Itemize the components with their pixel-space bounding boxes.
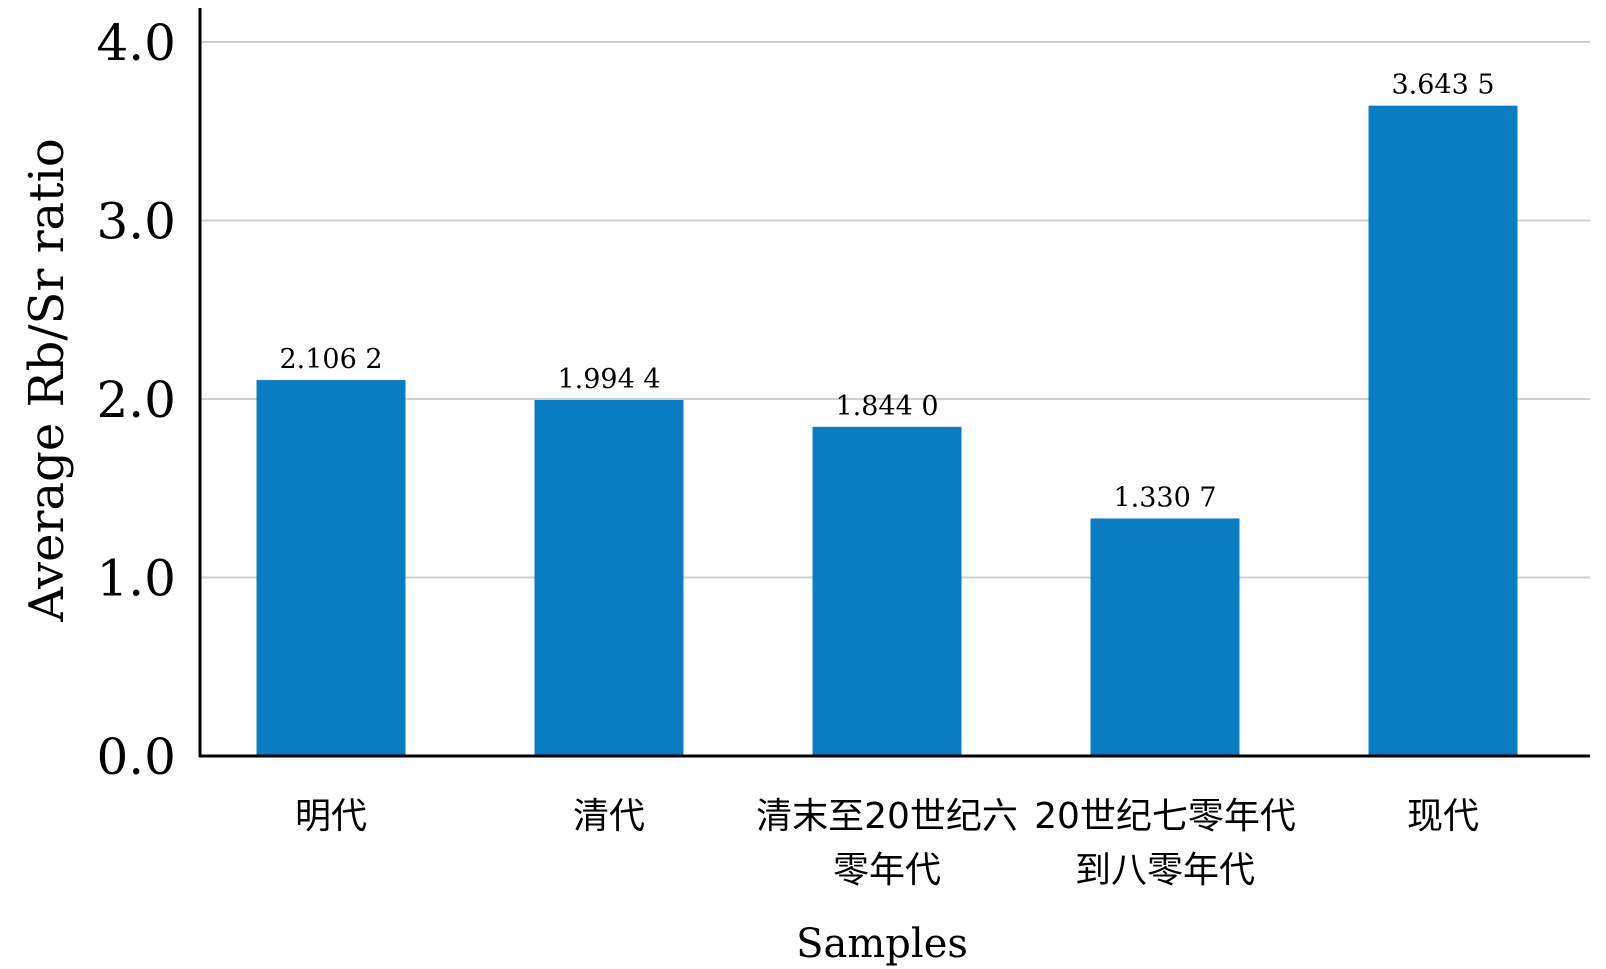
- bar: [256, 380, 406, 756]
- y-tick-label: 2.0: [96, 371, 176, 429]
- x-axis-title: Samples: [796, 921, 968, 967]
- bar-value-label: 1.844 0: [835, 391, 938, 422]
- x-category-label: 20世纪七零年代: [1034, 796, 1296, 837]
- y-tick-label: 0.0: [96, 728, 176, 786]
- y-tick-labels: 0.0 1.0 2.0 3.0 4.0: [96, 14, 176, 786]
- x-category-label: 明代: [295, 796, 367, 837]
- bar-value-label: 1.994 4: [557, 364, 660, 395]
- bar-value-label: 1.330 7: [1113, 482, 1216, 513]
- bar-value-label: 3.643 5: [1391, 70, 1494, 101]
- y-tick-label: 1.0: [96, 550, 176, 608]
- bar: [812, 426, 962, 756]
- bars-group: [256, 105, 1518, 756]
- bar-value-label: 2.106 2: [279, 344, 382, 375]
- x-category-label: 清末至20世纪六: [756, 796, 1018, 837]
- x-category-label: 零年代: [833, 850, 941, 891]
- bar: [1368, 105, 1518, 756]
- y-tick-label: 3.0: [96, 193, 176, 251]
- y-tick-label: 4.0: [96, 14, 176, 72]
- bar: [534, 399, 684, 756]
- x-category-label: 清代: [573, 796, 645, 837]
- x-category-label: 现代: [1407, 796, 1479, 837]
- x-category-label: 到八零年代: [1075, 850, 1255, 891]
- value-labels-group: 2.106 2 1.994 4 1.844 0 1.330 7 3.643 5: [279, 70, 1494, 514]
- bar: [1090, 518, 1240, 756]
- y-axis-title: Average Rb/Sr ratio: [19, 138, 75, 622]
